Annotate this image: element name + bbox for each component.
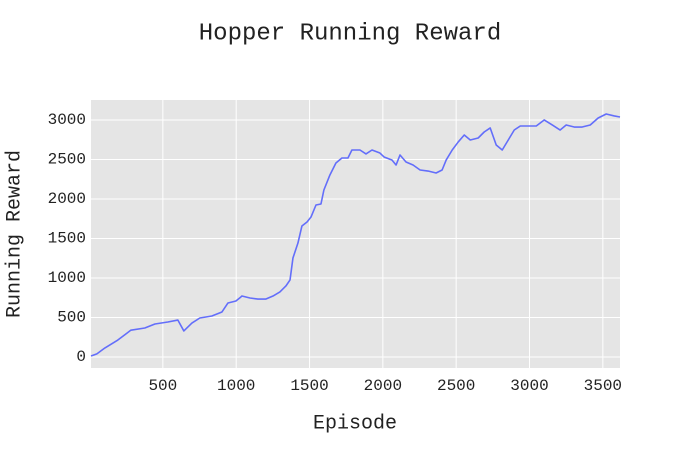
y-tick-label: 1000 [48,269,86,287]
x-tick-label: 1000 [217,377,255,395]
x-tick-label: 500 [148,377,177,395]
y-tick-label: 3000 [48,111,86,129]
y-tick-label: 2000 [48,190,86,208]
x-tick-label: 3500 [584,377,622,395]
x-axis-title: Episode [313,412,397,435]
chart-title: Hopper Running Reward [199,20,501,47]
y-tick-label: 2500 [48,151,86,169]
x-tick-label: 2000 [364,377,402,395]
plot-area [91,100,620,368]
y-tick-label: 1500 [48,230,86,248]
x-tick-label: 2500 [437,377,475,395]
line-series [90,113,621,357]
x-tick-label: 1500 [290,377,328,395]
x-tick-label: 3000 [510,377,548,395]
y-tick-label: 500 [57,309,86,327]
y-tick-label: 0 [76,348,86,366]
y-axis-title: Running Reward [3,150,26,318]
